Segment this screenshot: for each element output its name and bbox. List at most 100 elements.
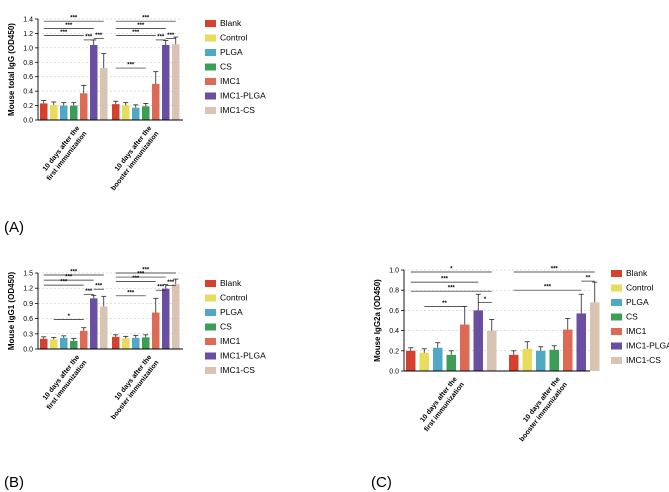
panel-label-c: (C) (371, 474, 392, 491)
bar-imc1-group1 (80, 93, 88, 120)
legend-swatch-imc1-cs (611, 357, 622, 364)
y-tick-label: 0.6 (23, 316, 33, 323)
bar-imc1-plga-group1 (90, 44, 98, 120)
bar-imc1-cs-group1 (100, 306, 108, 349)
legend-swatch-blank (205, 20, 216, 27)
significance-label: *** (85, 34, 93, 40)
y-axis-title: Mouse IgG1 (OD450) (7, 272, 16, 351)
legend-swatch-plga (611, 299, 622, 306)
significance-label: *** (551, 267, 559, 273)
x-category-label: 10 days after thebooster immunization (103, 354, 160, 421)
legend-label-imc1-cs: IMC1-CS (626, 355, 661, 365)
bar-plga-group2 (132, 337, 140, 349)
y-tick-label: 0.2 (23, 103, 33, 110)
legend-label-plga: PLGA (626, 297, 649, 307)
legend-swatch-cs (205, 323, 216, 331)
significance-label: *** (137, 272, 145, 278)
bar-imc1-cs-group2 (590, 302, 600, 371)
bar-imc1-group1 (460, 324, 470, 371)
bar-control-group1 (50, 104, 58, 120)
significance-label: *** (95, 284, 103, 290)
legend-label-imc1-cs: IMC1-CS (220, 365, 255, 375)
bar-cs-group2 (142, 106, 150, 120)
x-category-label: 10 days after thebooster immunization (512, 376, 569, 443)
y-tick-label: 0.4 (23, 89, 33, 96)
bar-plga-group2 (132, 107, 140, 120)
significance-label: *** (70, 16, 78, 22)
panel-label-b: (B) (4, 474, 24, 491)
panel-label-a: (A) (4, 219, 24, 236)
x-category-label: 10 days after thefirst immunization (39, 125, 89, 182)
y-tick-label: 1.5 (23, 271, 33, 278)
significance-label: *** (127, 290, 135, 296)
legend-label-blank: Blank (626, 268, 648, 278)
legend-swatch-control (611, 284, 622, 292)
legend-label-blank: Blank (220, 278, 242, 288)
significance-label: *** (142, 16, 150, 22)
bar-control-group2 (522, 348, 532, 371)
y-tick-label: 1.0 (389, 268, 399, 275)
y-tick-label: 0.2 (389, 348, 399, 355)
bar-blank-group2 (112, 104, 120, 120)
y-tick-label: 0.3 (23, 331, 33, 338)
bar-control-group1 (50, 339, 58, 349)
y-tick-label: 1.2 (23, 286, 33, 293)
legend-swatch-imc1-plga (205, 352, 216, 360)
legend-label-plga: PLGA (220, 307, 243, 317)
bar-imc1-cs-group1 (487, 330, 497, 371)
significance-label: *** (60, 280, 68, 286)
y-tick-label: 0.6 (23, 74, 33, 81)
y-tick-label: 1.4 (23, 17, 33, 24)
legend-swatch-imc1 (611, 328, 622, 335)
legend-swatch-control (205, 294, 216, 302)
bar-imc1-group1 (80, 330, 88, 349)
bar-imc1-plga-group1 (90, 298, 98, 349)
legend-label-cs: CS (220, 322, 232, 332)
legend-swatch-plga (205, 309, 216, 316)
significance-label: *** (167, 33, 175, 39)
chart-panel-b: **********************************0.00.3… (7, 268, 266, 422)
bar-cs-group1 (70, 105, 78, 120)
significance-label: *** (65, 275, 73, 281)
bar-blank-group1 (40, 103, 48, 120)
legend-label-plga: PLGA (220, 47, 243, 57)
significance-label: * (484, 297, 487, 303)
y-tick-label: 0.0 (23, 118, 33, 125)
bar-imc1-cs-group2 (172, 44, 180, 120)
bar-imc1-plga-group2 (576, 313, 586, 371)
bar-control-group1 (419, 352, 429, 371)
bar-plga-group1 (60, 337, 68, 349)
legend-swatch-blank (205, 280, 216, 287)
significance-label: *** (448, 286, 456, 292)
chart-panel-c: ******************0.00.20.40.60.81.0Mous… (373, 267, 669, 444)
bar-blank-group1 (406, 350, 416, 371)
bar-imc1-cs-group2 (172, 284, 180, 349)
legend-swatch-imc1-cs (205, 107, 216, 114)
legend-label-control: Control (220, 293, 248, 303)
y-tick-label: 0.9 (23, 301, 33, 308)
y-tick-label: 1.0 (23, 45, 33, 52)
legend-label-imc1-plga: IMC1-PLGA (220, 351, 266, 361)
y-tick-label: 0.8 (23, 60, 33, 67)
legend-swatch-imc1-plga (205, 92, 216, 100)
bar-imc1-group2 (152, 312, 160, 349)
bar-control-group2 (122, 338, 130, 349)
legend-label-imc1-cs: IMC1-CS (220, 105, 255, 115)
legend-label-blank: Blank (220, 18, 242, 28)
legend-swatch-blank (611, 270, 622, 277)
bar-control-group2 (122, 105, 130, 120)
legend-swatch-imc1-cs (205, 367, 216, 374)
significance-label: * (68, 314, 71, 320)
bar-plga-group1 (433, 347, 443, 371)
legend-label-imc1-plga: IMC1-PLGA (220, 91, 266, 101)
legend-label-control: Control (220, 33, 248, 43)
bar-blank-group1 (40, 338, 48, 349)
legend-label-imc1: IMC1 (626, 326, 647, 336)
y-axis-title: Mouse total IgG (OD450) (7, 23, 16, 116)
significance-label: *** (132, 276, 140, 282)
legend-swatch-cs (611, 313, 622, 321)
y-tick-label: 0.8 (389, 288, 399, 295)
significance-label: *** (85, 289, 93, 295)
y-tick-label: 1.2 (23, 31, 33, 38)
legend-swatch-imc1-plga (611, 342, 622, 350)
